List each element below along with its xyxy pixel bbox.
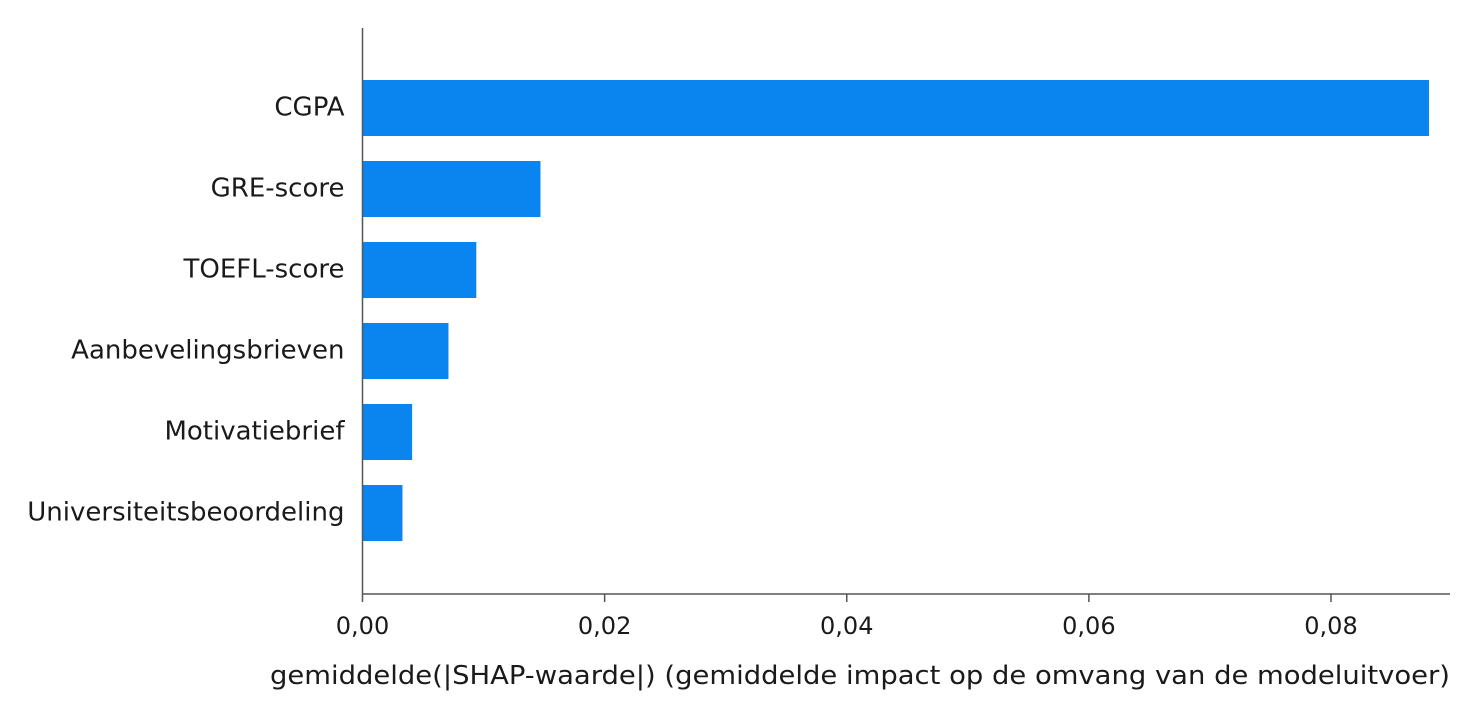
x-ticks-group: 0,00 0,02 0,04 0,06 0,08 xyxy=(336,594,1358,640)
x-tick-label: 0,02 xyxy=(578,612,631,640)
category-label: Aanbevelingsbrieven xyxy=(71,336,344,366)
x-tick-label: 0,04 xyxy=(820,612,873,640)
x-axis-label: gemiddelde(|SHAP-waarde|) (gemiddelde im… xyxy=(270,661,1450,691)
category-label: GRE-score xyxy=(211,174,345,204)
category-label: Universiteitsbeoordeling xyxy=(27,498,344,528)
bar-aanbevelingsbrieven xyxy=(362,323,449,379)
bar-universiteitsbeoordeling xyxy=(362,485,403,541)
x-tick-label: 0,00 xyxy=(336,612,389,640)
bar-toefl-score xyxy=(362,242,477,298)
category-label: CGPA xyxy=(274,93,344,123)
category-label: Motivatiebrief xyxy=(164,417,345,447)
x-tick-label: 0,06 xyxy=(1062,612,1115,640)
category-label: TOEFL-score xyxy=(182,255,344,285)
bars-group xyxy=(362,80,1430,541)
category-labels-group: CGPA GRE-score TOEFL-score Aanbevelingsbrie… xyxy=(27,93,345,528)
bar-cgpa xyxy=(362,80,1430,136)
bar-gre-score xyxy=(362,161,541,217)
x-tick-label: 0,08 xyxy=(1304,612,1357,640)
bar-motivatiebrief xyxy=(362,404,413,460)
